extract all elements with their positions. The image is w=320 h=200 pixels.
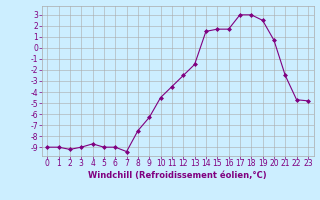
X-axis label: Windchill (Refroidissement éolien,°C): Windchill (Refroidissement éolien,°C) (88, 171, 267, 180)
